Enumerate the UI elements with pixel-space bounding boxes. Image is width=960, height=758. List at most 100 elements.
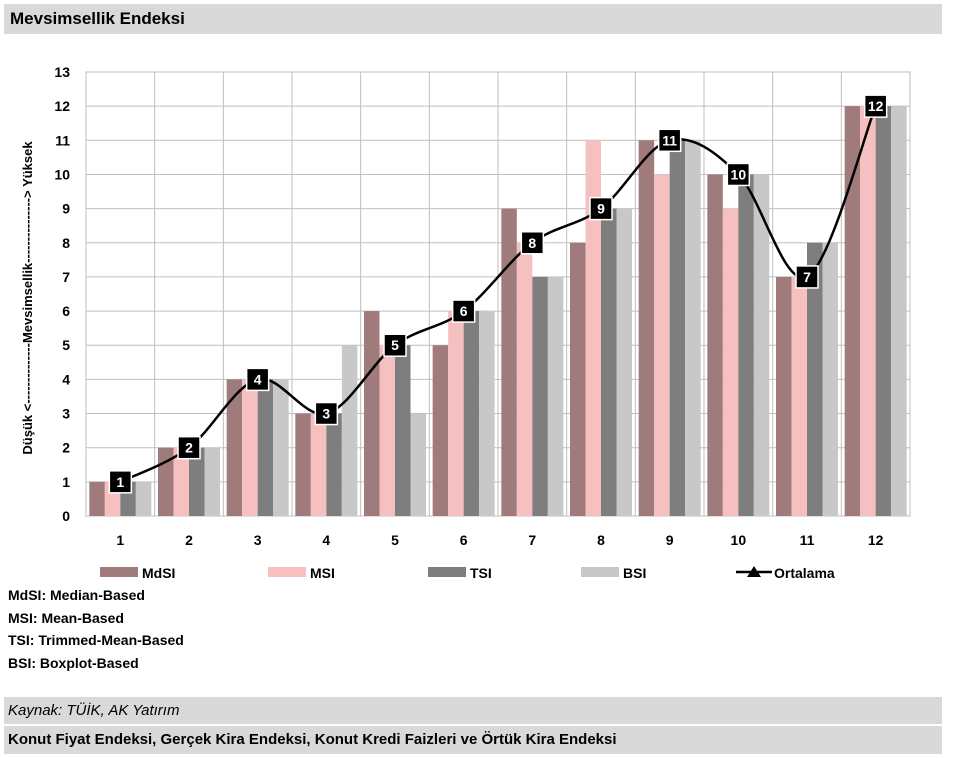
average-marker-label: 4 (254, 371, 262, 387)
bar-tsi (189, 447, 205, 516)
bar-msi (654, 174, 670, 516)
x-tick-label: 5 (391, 532, 399, 548)
bar-mdsi (570, 242, 586, 516)
x-tick-label: 7 (528, 532, 536, 548)
average-marker (863, 94, 888, 118)
legend-label-tsi: TSI (470, 565, 492, 581)
legend-swatch-tsi (428, 567, 466, 577)
bar-tsi (669, 140, 686, 517)
note-msi: MSI: Mean-Based (8, 609, 124, 626)
y-tick-label: 1 (62, 474, 70, 490)
bar-bsi (891, 106, 907, 517)
x-tick-label: 3 (254, 532, 262, 548)
y-tick-label: 12 (54, 98, 70, 114)
y-axis-label: Düşük <--------------Mevsimsellik-------… (20, 141, 35, 455)
bar-bsi (204, 447, 220, 516)
legend-swatch-bsi (581, 567, 619, 577)
legend-label-msi: MSI (310, 565, 335, 581)
y-tick-label: 5 (62, 337, 70, 353)
note-mdsi: MdSI: Median-Based (8, 587, 145, 603)
average-marker (177, 435, 201, 460)
bar-bsi (135, 481, 152, 516)
bar-msi (860, 106, 876, 517)
series-definitions: MdSI: Median-Based MSI: Mean-Based TSI: … (8, 584, 184, 674)
bar-bsi (341, 345, 358, 516)
x-tick-label: 12 (868, 532, 884, 548)
note-tsi: TSI: Trimmed-Mean-Based (8, 632, 184, 648)
bar-mdsi (844, 106, 861, 517)
y-tick-label: 4 (62, 371, 70, 387)
average-marker-label: 9 (597, 201, 605, 217)
bar-tsi (395, 345, 411, 516)
bar-mdsi (707, 174, 723, 516)
x-tick-label: 1 (116, 532, 124, 548)
bar-msi (310, 413, 327, 516)
x-tick-label: 2 (185, 532, 193, 548)
bar-bsi (410, 413, 426, 516)
average-marker (383, 333, 407, 357)
average-marker (245, 367, 270, 392)
bar-mdsi (432, 345, 449, 516)
y-tick-label: 9 (62, 201, 70, 217)
average-marker-label: 12 (868, 98, 884, 114)
bar-tsi (601, 208, 617, 516)
legend-swatch-msi (268, 567, 306, 577)
bar-mdsi (295, 413, 311, 516)
average-marker-label: 2 (185, 440, 193, 456)
y-tick-label: 2 (62, 440, 70, 456)
note-bsi: BSI: Boxplot-Based (8, 654, 139, 671)
bar-msi (448, 311, 464, 516)
y-tick-label: 13 (54, 64, 70, 80)
bar-msi (516, 242, 533, 516)
bar-mdsi (638, 140, 655, 517)
source-note: Kaynak: TÜİK, AK Yatırım (4, 697, 942, 724)
x-tick-label: 11 (800, 532, 815, 548)
bar-tsi (532, 276, 548, 516)
bar-msi (379, 345, 395, 516)
bar-bsi (616, 208, 632, 516)
bar-tsi (807, 242, 823, 516)
bar-msi (791, 276, 807, 516)
y-tick-label: 0 (62, 508, 70, 524)
y-tick-label: 8 (62, 235, 70, 251)
legend-label-bsi: BSI (623, 565, 646, 581)
x-tick-label: 9 (666, 532, 674, 548)
bar-msi (173, 447, 189, 516)
average-marker (108, 470, 133, 494)
y-tick-label: 3 (62, 406, 70, 422)
bar-msi (585, 140, 601, 517)
average-marker-label: 8 (528, 235, 536, 251)
bar-mdsi (226, 379, 243, 516)
legend-label-mdsi: MdSI (142, 565, 175, 581)
bar-tsi (875, 106, 892, 517)
legend-label-ortalama: Ortalama (774, 565, 835, 581)
bar-tsi (326, 413, 342, 516)
y-tick-label: 7 (62, 269, 70, 285)
average-marker-label: 7 (803, 269, 811, 285)
x-tick-label: 6 (460, 532, 468, 548)
bar-bsi (547, 276, 564, 516)
x-tick-label: 4 (322, 532, 330, 548)
grid-lines (85, 71, 911, 517)
bar-tsi (463, 311, 480, 516)
bar-bsi (753, 174, 770, 516)
next-section-title: Konut Fiyat Endeksi, Gerçek Kira Endeksi… (4, 726, 942, 754)
average-marker (726, 162, 751, 187)
average-marker (314, 401, 339, 426)
bar-msi (722, 208, 739, 516)
bar-bsi (685, 140, 701, 517)
legend-swatch-mdsi (100, 567, 138, 577)
average-marker-label: 11 (662, 132, 677, 148)
bar-msi (242, 379, 258, 516)
average-marker-label: 6 (460, 303, 468, 319)
bar-mdsi (89, 481, 105, 516)
legend-marker-ortalama (747, 566, 761, 577)
bar-bsi (822, 242, 838, 516)
average-marker-label: 3 (322, 406, 330, 422)
y-tick-label: 6 (62, 303, 70, 319)
bar-mdsi (364, 311, 380, 516)
x-tick-label: 10 (731, 532, 747, 548)
